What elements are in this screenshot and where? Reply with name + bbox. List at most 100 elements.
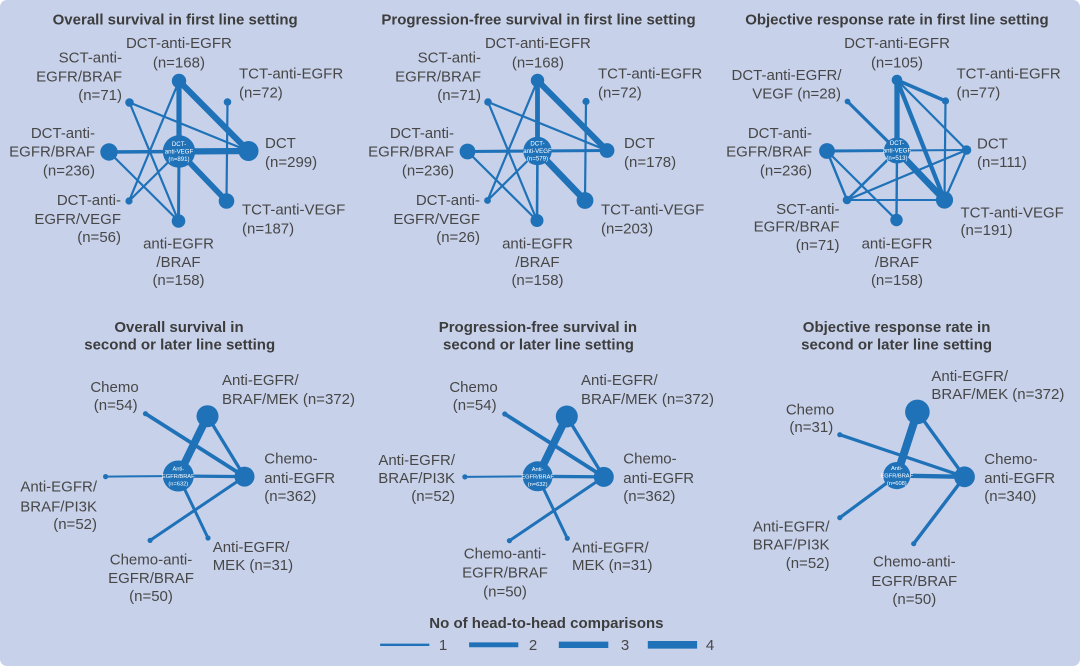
svg-text:(n=50): (n=50) — [892, 591, 936, 608]
svg-text:anti-EGFR: anti-EGFR — [862, 236, 933, 253]
svg-text:(n=362): (n=362) — [623, 488, 675, 505]
svg-text:EGFR/BRAF: EGFR/BRAF — [9, 144, 95, 161]
svg-text:(n=31): (n=31) — [789, 419, 833, 436]
svg-text:DCT-anti-EGFR: DCT-anti-EGFR — [126, 35, 232, 52]
svg-text:(n=77): (n=77) — [957, 85, 1001, 102]
svg-text:anti-EGFR: anti-EGFR — [264, 470, 335, 487]
svg-text:DCT-: DCT- — [530, 141, 544, 148]
svg-text:Progression-free survival in f: Progression-free survival in first line … — [381, 12, 695, 29]
svg-text:anti-VEGF: anti-VEGF — [165, 149, 194, 156]
svg-text:TCT-anti-VEGF: TCT-anti-VEGF — [601, 201, 704, 218]
svg-text:Chemo-anti-: Chemo-anti- — [464, 545, 547, 562]
svg-text:(n=54): (n=54) — [453, 397, 497, 414]
svg-text:EGFR/BRAF: EGFR/BRAF — [36, 69, 122, 86]
svg-text:TCT-anti-VEGF: TCT-anti-VEGF — [242, 201, 345, 218]
svg-text:Chemo-: Chemo- — [264, 451, 317, 468]
svg-text:DCT-anti-: DCT-anti- — [416, 192, 480, 209]
svg-text:EGFR/BRAF: EGFR/BRAF — [162, 474, 195, 480]
svg-text:(n=52): (n=52) — [411, 488, 455, 505]
svg-text:(n=891): (n=891) — [168, 156, 189, 163]
svg-text:(n=632): (n=632) — [168, 482, 188, 488]
svg-text:(n=50): (n=50) — [129, 588, 173, 605]
svg-text:No of head-to-head comparisons: No of head-to-head comparisons — [429, 615, 663, 632]
svg-text:/BRAF: /BRAF — [515, 254, 559, 271]
svg-text:BRAF/PI3K: BRAF/PI3K — [753, 536, 830, 553]
svg-text:4: 4 — [706, 637, 714, 654]
svg-text:(n=72): (n=72) — [598, 85, 642, 102]
svg-text:Chemo: Chemo — [90, 379, 138, 396]
svg-text:Anti-EGFR/: Anti-EGFR/ — [931, 368, 1009, 385]
svg-text:Anti-: Anti- — [172, 467, 184, 473]
svg-text:Objective response rate in fir: Objective response rate in first line se… — [745, 12, 1048, 29]
svg-text:EGFR/BRAF: EGFR/BRAF — [726, 144, 812, 161]
svg-text:(n=203): (n=203) — [601, 221, 653, 238]
svg-text:EGFR/BRAF: EGFR/BRAF — [881, 474, 914, 480]
svg-text:(n=158): (n=158) — [871, 272, 923, 289]
svg-text:second or later line setting: second or later line setting — [443, 337, 634, 354]
svg-text:EGFR/BRAF: EGFR/BRAF — [368, 144, 454, 161]
svg-text:(n=111): (n=111) — [977, 154, 1027, 171]
svg-text:Anti-: Anti- — [891, 466, 903, 472]
svg-text:(n=52): (n=52) — [786, 555, 830, 572]
svg-text:SCT-anti-: SCT-anti- — [418, 50, 481, 67]
svg-text:Anti-EGFR/: Anti-EGFR/ — [378, 452, 456, 469]
svg-text:anti-EGFR: anti-EGFR — [623, 470, 694, 487]
svg-text:(n=50): (n=50) — [483, 584, 527, 601]
svg-text:(n=105): (n=105) — [871, 54, 923, 71]
svg-text:TCT-anti-EGFR: TCT-anti-EGFR — [239, 66, 343, 83]
svg-text:Chemo-: Chemo- — [984, 451, 1037, 468]
svg-text:EGFR/BRAF: EGFR/BRAF — [871, 573, 957, 590]
svg-text:(n=362): (n=362) — [264, 488, 316, 505]
svg-text:anti-EGFR: anti-EGFR — [984, 470, 1055, 487]
svg-text:DCT-anti-: DCT-anti- — [748, 125, 812, 142]
svg-text:Chemo-anti-: Chemo-anti- — [110, 552, 193, 569]
svg-text:anti-VEGF: anti-VEGF — [523, 148, 552, 155]
svg-text:/BRAF: /BRAF — [875, 254, 919, 271]
svg-text:(n=158): (n=158) — [511, 272, 563, 289]
svg-text:EGFR/VEGF: EGFR/VEGF — [393, 211, 480, 228]
svg-text:(n=26): (n=26) — [436, 229, 480, 246]
svg-text:DCT-: DCT- — [172, 141, 186, 148]
svg-text:Anti-EGFR/: Anti-EGFR/ — [581, 372, 659, 389]
svg-text:DCT-anti-EGFR: DCT-anti-EGFR — [844, 35, 950, 52]
svg-text:Anti-EGFR/: Anti-EGFR/ — [222, 372, 300, 389]
svg-text:EGFR/BRAF: EGFR/BRAF — [108, 570, 194, 587]
svg-text:(n=71): (n=71) — [437, 87, 481, 104]
svg-text:BRAF/MEK (n=372): BRAF/MEK (n=372) — [581, 391, 714, 408]
svg-text:BRAF/PI3K: BRAF/PI3K — [378, 470, 455, 487]
svg-text:anti-EGFR: anti-EGFR — [143, 236, 214, 253]
svg-text:VEGF (n=28): VEGF (n=28) — [752, 86, 841, 103]
svg-text:TCT-anti-EGFR: TCT-anti-EGFR — [598, 66, 702, 83]
svg-text:Overall survival in: Overall survival in — [114, 319, 243, 336]
svg-text:(n=158): (n=158) — [152, 272, 204, 289]
svg-text:Chemo: Chemo — [449, 379, 497, 396]
svg-text:(n=54): (n=54) — [94, 397, 138, 414]
svg-text:(n=236): (n=236) — [402, 162, 454, 179]
svg-text:Progression-free survival in: Progression-free survival in — [439, 319, 637, 336]
svg-text:MEK (n=31): MEK (n=31) — [213, 557, 293, 574]
svg-text:(n=168): (n=168) — [512, 54, 564, 71]
svg-text:Anti-: Anti- — [532, 467, 544, 473]
svg-text:BRAF/MEK (n=372): BRAF/MEK (n=372) — [222, 391, 355, 408]
svg-text:DCT-anti-EGFR: DCT-anti-EGFR — [485, 35, 591, 52]
svg-text:Chemo: Chemo — [786, 402, 834, 419]
svg-text:EGFR/BRAF: EGFR/BRAF — [521, 474, 554, 480]
svg-text:DCT: DCT — [977, 135, 1008, 152]
svg-text:Anti-EGFR/: Anti-EGFR/ — [20, 479, 98, 496]
svg-text:(n=71): (n=71) — [78, 87, 122, 104]
svg-text:EGFR/BRAF: EGFR/BRAF — [462, 564, 548, 581]
svg-text:TCT-anti-VEGF: TCT-anti-VEGF — [961, 204, 1064, 221]
svg-text:SCT-anti-: SCT-anti- — [776, 201, 839, 218]
svg-text:(n=608): (n=608) — [887, 481, 907, 487]
svg-text:(n=513): (n=513) — [886, 155, 907, 162]
svg-text:BRAF/MEK (n=372): BRAF/MEK (n=372) — [931, 386, 1064, 403]
svg-text:2: 2 — [529, 637, 537, 654]
svg-text:3: 3 — [621, 637, 629, 654]
svg-text:DCT-anti-: DCT-anti- — [57, 192, 121, 209]
svg-text:second or later line setting: second or later line setting — [801, 337, 992, 354]
svg-text:MEK (n=31): MEK (n=31) — [572, 557, 652, 574]
svg-text:DCT-anti-EGFR/: DCT-anti-EGFR/ — [731, 67, 842, 84]
svg-text:(n=56): (n=56) — [77, 229, 121, 246]
svg-text:DCT-anti-: DCT-anti- — [31, 125, 95, 142]
svg-text:(n=52): (n=52) — [53, 516, 97, 533]
